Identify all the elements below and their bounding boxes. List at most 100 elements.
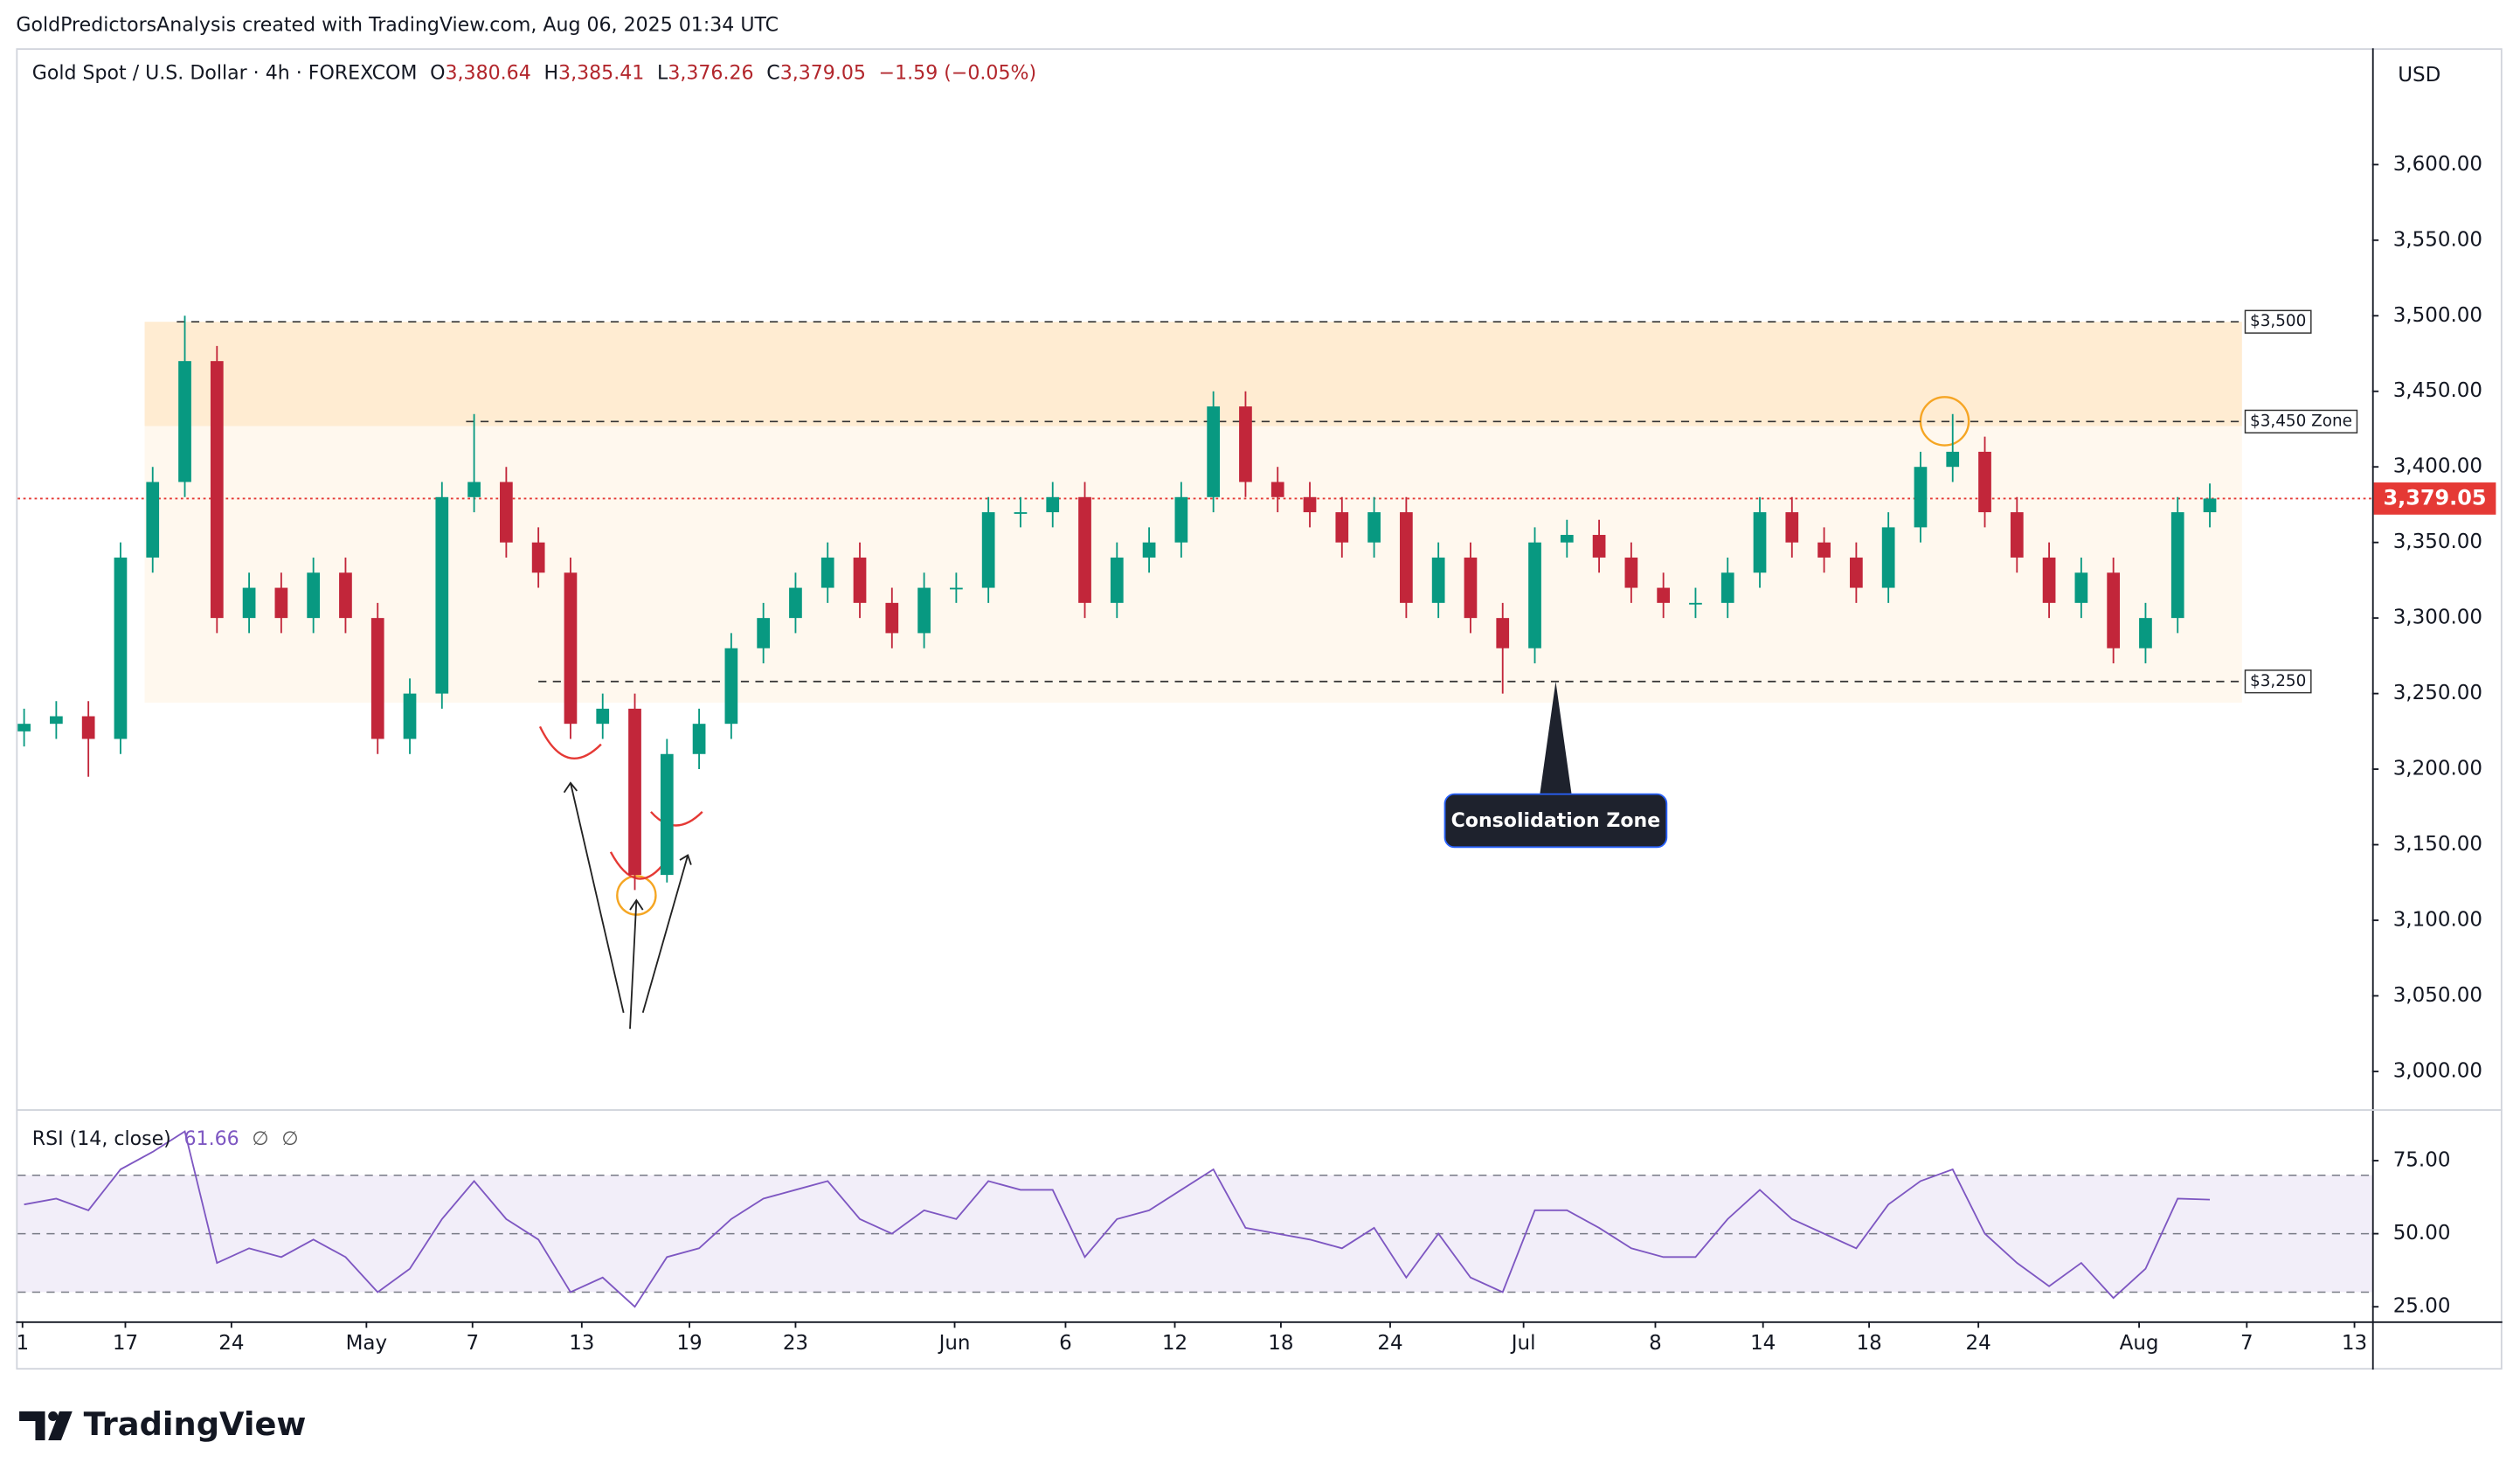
ohlc-label: L xyxy=(657,63,668,85)
level-tag: $3,250 xyxy=(2244,669,2312,694)
candle-body xyxy=(1367,512,1381,543)
callout-pointer xyxy=(1540,681,1572,796)
rsi-flag: ∅ xyxy=(281,1128,298,1150)
candle-body xyxy=(1207,406,1221,497)
drawings xyxy=(538,396,1970,1030)
arrow-head xyxy=(563,781,692,911)
candle-body xyxy=(628,708,641,876)
level-tag: $3,500 xyxy=(2244,309,2312,334)
candle-body xyxy=(1046,496,1060,513)
x-tick-label: 13 xyxy=(2342,1332,2367,1355)
x-tick-label: Aug xyxy=(2120,1332,2159,1355)
candle-body xyxy=(1817,542,1831,558)
candle-body xyxy=(564,572,578,725)
level-box xyxy=(2244,309,2312,334)
x-tick-label: 8 xyxy=(1649,1332,1662,1355)
candle-body xyxy=(1431,557,1445,603)
candle-body xyxy=(1850,557,1863,588)
rsi-y-tick-label: 75.00 xyxy=(2393,1148,2451,1171)
rsi-flag: ∅ xyxy=(252,1128,268,1150)
candle-body xyxy=(2170,512,2184,619)
candle-body xyxy=(660,753,674,876)
y-tick-label: 3,200.00 xyxy=(2393,758,2482,780)
candle-body xyxy=(692,724,706,754)
candle-body xyxy=(242,587,256,619)
x-tick-label: 24 xyxy=(1377,1332,1402,1355)
level-label: $3,450 Zone xyxy=(2250,412,2352,430)
symbol: Gold Spot / U.S. Dollar · 4h · FOREXCOM xyxy=(32,63,418,85)
ohlc-label: O xyxy=(430,63,445,85)
ohlc-value: 3,379.05 xyxy=(780,63,866,85)
logo-shape xyxy=(19,1411,45,1441)
candle-body xyxy=(885,602,899,634)
candle-body xyxy=(339,572,352,619)
candle-body xyxy=(435,496,449,694)
candle-body xyxy=(1592,535,1606,558)
x-tick-label: 13 xyxy=(569,1332,594,1355)
candle-body xyxy=(2203,498,2217,513)
ohlc-label: H xyxy=(543,63,558,85)
curve xyxy=(609,851,667,880)
candle-body xyxy=(1978,451,1991,513)
candle-body xyxy=(1624,557,1638,588)
caption: GoldPredictorsAnalysis created with Trad… xyxy=(16,14,779,36)
level-box xyxy=(2244,409,2358,433)
ohlc-value: 3,385.41 xyxy=(558,63,644,85)
level-label: $3,250 xyxy=(2250,672,2306,690)
rsi-line xyxy=(24,1130,2211,1308)
candle-body xyxy=(853,557,867,603)
candle-body xyxy=(2107,572,2121,648)
candle-body xyxy=(757,618,771,648)
x-tick-label: 7 xyxy=(466,1332,479,1355)
arrow xyxy=(570,782,689,1030)
y-tick-label: 3,000.00 xyxy=(2393,1059,2482,1082)
callout-box xyxy=(1443,793,1668,849)
zone xyxy=(144,322,2242,426)
y-tick-label: 3,300.00 xyxy=(2393,607,2482,629)
candle-body xyxy=(403,693,417,739)
candle-body xyxy=(531,542,545,573)
candle-body xyxy=(789,587,802,619)
logo-shape xyxy=(48,1411,59,1421)
curve xyxy=(538,725,602,759)
x-tick-label: Jun xyxy=(938,1332,971,1355)
candle-body xyxy=(307,572,321,619)
candle-body xyxy=(17,724,31,732)
candle-body xyxy=(981,512,995,588)
level-label: $3,500 xyxy=(2250,312,2306,330)
x-tick-label: 24 xyxy=(1966,1332,1991,1355)
header: Gold Spot / U.S. Dollar · 4h · FOREXCOM O… xyxy=(32,63,1036,85)
candle-body xyxy=(2074,572,2088,603)
candle-body xyxy=(1400,512,1413,603)
candle-body xyxy=(370,618,384,739)
candle-body xyxy=(596,708,610,725)
y-tick-label: 3,150.00 xyxy=(2393,833,2482,856)
x-tick-label: 18 xyxy=(1268,1332,1293,1355)
logo-shape xyxy=(48,1411,73,1441)
y-tick-label: 3,600.00 xyxy=(2393,153,2482,176)
x-tick-label: 19 xyxy=(676,1332,702,1355)
change: −1.59 (−0.05%) xyxy=(879,63,1036,85)
candle-body xyxy=(724,648,738,725)
candle-body xyxy=(467,482,481,497)
candle-body xyxy=(2139,618,2152,648)
candle-body xyxy=(1464,557,1478,619)
candle-body xyxy=(178,361,191,482)
x-tick-label: 1 xyxy=(16,1332,29,1355)
brand: TradingView xyxy=(84,1405,307,1443)
x-tick-label: 18 xyxy=(1856,1332,1881,1355)
candle-body xyxy=(1657,587,1671,603)
candle-body xyxy=(1914,467,1928,528)
candle-body xyxy=(1335,512,1349,543)
candle-body xyxy=(950,587,963,590)
candle-body xyxy=(1014,512,1028,514)
curve xyxy=(650,811,703,827)
level-tag: $3,450 Zone xyxy=(2244,409,2358,433)
y-tick-label: 3,450.00 xyxy=(2393,379,2482,402)
rsi-header: RSI (14, close) 61.66 ∅ ∅ xyxy=(32,1128,299,1150)
y-tick-label: 3,550.00 xyxy=(2393,228,2482,251)
candle-body xyxy=(820,557,834,588)
candle-body xyxy=(1528,542,1541,648)
ohlc-value: 3,376.26 xyxy=(668,63,753,85)
